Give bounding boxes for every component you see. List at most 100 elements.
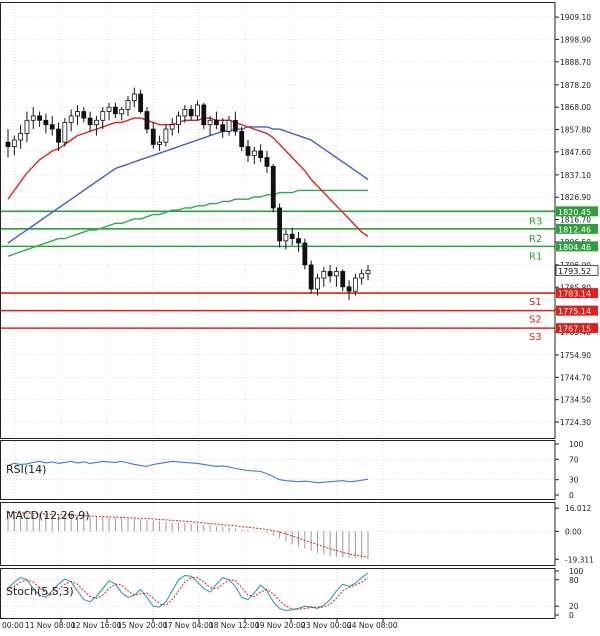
time-tick-label: 19 Nov 20:00 — [255, 621, 306, 630]
price-tick-label: 1857.80 — [560, 126, 591, 135]
level-label-s2: S2 — [529, 315, 542, 326]
macd-histogram — [7, 513, 369, 559]
level-tag-s3: 1767.15 — [558, 325, 591, 334]
candle-body — [138, 93, 144, 112]
time-tick-label: 11 Nov 08:00 — [25, 621, 76, 630]
candle-body — [169, 124, 175, 130]
level-tag-bg-s2 — [556, 305, 598, 316]
price-tick-label: 1847.60 — [560, 148, 591, 157]
current-price-tag-bg — [555, 264, 599, 276]
price-tick-label: 1724.30 — [560, 418, 591, 427]
price-tick-label: 1868.00 — [560, 103, 591, 112]
level-label-r1: R1 — [529, 251, 542, 262]
level-label-r3: R3 — [529, 216, 542, 227]
candle-body — [308, 264, 314, 290]
candle-body — [315, 277, 320, 290]
price-tick-label: 1744.70 — [560, 373, 591, 382]
macd-signal-line — [8, 512, 369, 558]
price-tick-label: 1826.90 — [560, 193, 591, 202]
candle-body — [62, 122, 68, 143]
stoch-k-line — [7, 572, 369, 612]
candle-body — [226, 119, 232, 132]
time-tick-label: 12 Nov 16:00 — [71, 621, 122, 630]
candle-body — [24, 119, 30, 134]
level-tag-r1: 1804.46 — [558, 243, 591, 252]
candle-body — [245, 146, 251, 156]
rsi-label: RSI(14) — [6, 463, 46, 476]
candle-body — [87, 117, 93, 126]
candle-body — [68, 115, 74, 123]
time-tick-label: 23 Nov 00:00 — [301, 621, 352, 630]
candle-body — [296, 238, 301, 244]
rsi-tick-label: 100 — [569, 440, 584, 449]
candle-body — [94, 119, 99, 126]
moving-averages — [7, 117, 369, 257]
price-tick-label: 1909.10 — [560, 13, 591, 22]
rsi-panel: 100 70 30 0 RSI(14) — [1, 440, 584, 500]
candle-body — [283, 233, 289, 242]
macd-tick-label: -19.311 — [565, 555, 594, 564]
rsi-line — [7, 460, 369, 484]
level-tag-r2: 1812.46 — [558, 225, 591, 234]
candle-body — [188, 108, 194, 117]
price-level-tags: 1820.45 1812.46 1804.46 1783.14 1775.14 1767.… — [555, 206, 599, 334]
candle-body — [119, 108, 125, 115]
candle-body — [150, 128, 156, 145]
level-tag-s2: 1775.14 — [558, 307, 591, 316]
panel-frame-macd — [0, 502, 556, 566]
candle-body — [125, 100, 131, 110]
panel-frame-price — [0, 2, 556, 439]
panel-frame-rsi — [0, 440, 556, 500]
stoch-tick-label: 80 — [569, 576, 579, 585]
stoch-d-line — [7, 577, 369, 610]
panel-frames — [0, 2, 556, 619]
stoch-tick-label: 0 — [569, 611, 574, 620]
candle-body — [258, 150, 264, 158]
candle-body — [302, 242, 308, 266]
level-tag-s1: 1783.14 — [558, 290, 591, 299]
candle-body — [131, 93, 137, 101]
price-tick-label: 1816.70 — [560, 216, 591, 225]
candle-body — [352, 277, 358, 292]
macd-tick-label: 16.012 — [565, 504, 591, 513]
candle-body — [195, 104, 200, 117]
time-tick-label: 17 Nov 04:00 — [163, 621, 214, 630]
level-label-r2: R2 — [529, 234, 542, 245]
price-tick-label: 1878.20 — [560, 81, 591, 90]
candle-body — [81, 111, 87, 119]
candle-body — [321, 271, 327, 279]
candle-body — [43, 119, 49, 126]
macd-signal-series — [8, 512, 369, 558]
candle-body — [106, 106, 112, 112]
candle-body — [56, 128, 61, 143]
candle-body — [201, 104, 207, 126]
candle-body — [5, 141, 11, 148]
candle-body — [214, 119, 219, 126]
level-label-s1: S1 — [529, 297, 542, 308]
candle-body — [144, 111, 150, 130]
candle-body — [11, 139, 17, 148]
candle-body — [359, 273, 365, 279]
sma-slow-line — [7, 189, 368, 257]
candle-body — [346, 286, 352, 292]
level-tag-bg-s3 — [556, 323, 598, 334]
stoch-tick-label: 100 — [569, 567, 584, 576]
price-tick-label: 1888.70 — [560, 58, 591, 67]
level-tag-r3: 1820.45 — [558, 208, 591, 217]
rsi-tick-label: 70 — [569, 455, 579, 464]
candle-body — [176, 115, 181, 126]
time-tick-label: 00:00 — [2, 621, 24, 630]
candle-body — [277, 207, 282, 242]
price-tick-label: 1898.90 — [560, 35, 591, 44]
candle-body — [239, 130, 245, 148]
candle-body — [327, 271, 333, 277]
candle-body — [18, 133, 24, 141]
candle-body — [365, 269, 371, 275]
price-tick-label: 1754.90 — [560, 351, 591, 360]
candle-body — [232, 119, 238, 132]
price-tick-label: 1734.50 — [560, 396, 591, 405]
rsi-tick-label: 0 — [569, 491, 574, 500]
level-tag-bg-r1 — [556, 241, 598, 252]
rsi-series — [7, 460, 369, 484]
level-label-s3: S3 — [529, 332, 542, 343]
